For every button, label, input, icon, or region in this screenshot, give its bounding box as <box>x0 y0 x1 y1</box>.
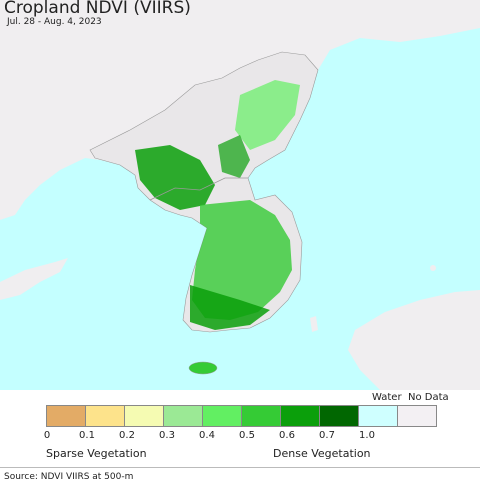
map <box>0 0 480 390</box>
legend-tick: 0.7 <box>319 430 335 441</box>
tsushima <box>310 316 318 332</box>
legend-swatch-3 <box>124 405 164 427</box>
legend-tick: 0.5 <box>239 430 255 441</box>
no-data-label: No Data <box>408 392 449 403</box>
dmz-border <box>149 177 248 201</box>
legend-swatch-water <box>358 405 398 427</box>
liaodong-coast <box>0 95 85 160</box>
legend-colorbar <box>46 405 437 427</box>
ulleung-island <box>430 265 436 271</box>
japan-kyushu <box>348 290 480 390</box>
map-title: Cropland NDVI (VIIRS) <box>4 0 191 18</box>
sparse-vegetation-label: Sparse Vegetation <box>46 447 147 460</box>
source-note: Source: NDVI VIIRS at 500-m <box>4 472 134 482</box>
legend-tick: 0.1 <box>79 430 95 441</box>
legend-swatch-7 <box>280 405 320 427</box>
legend-tick: 0 <box>43 430 51 441</box>
water-label: Water <box>372 392 402 403</box>
legend-swatch-4 <box>163 405 203 427</box>
legend-tick: 0.4 <box>199 430 215 441</box>
legend-tick: 0.6 <box>279 430 295 441</box>
jeju-island <box>188 361 218 375</box>
legend-swatch-5 <box>202 405 242 427</box>
legend-swatch-2 <box>85 405 125 427</box>
legend-tick: 1.0 <box>359 430 375 441</box>
legend-tick: 0.2 <box>119 430 135 441</box>
date-range: Jul. 28 - Aug. 4, 2023 <box>7 17 102 27</box>
footer-divider <box>0 467 480 468</box>
legend-swatch-8 <box>319 405 359 427</box>
legend-swatch-1 <box>46 405 86 427</box>
legend-swatch-6 <box>241 405 281 427</box>
shandong-peninsula <box>0 258 68 300</box>
dense-vegetation-label: Dense Vegetation <box>273 447 371 460</box>
legend-swatch-nodata <box>397 405 437 427</box>
vegetation-overlay <box>135 80 300 330</box>
legend-tick: 0.3 <box>159 430 175 441</box>
